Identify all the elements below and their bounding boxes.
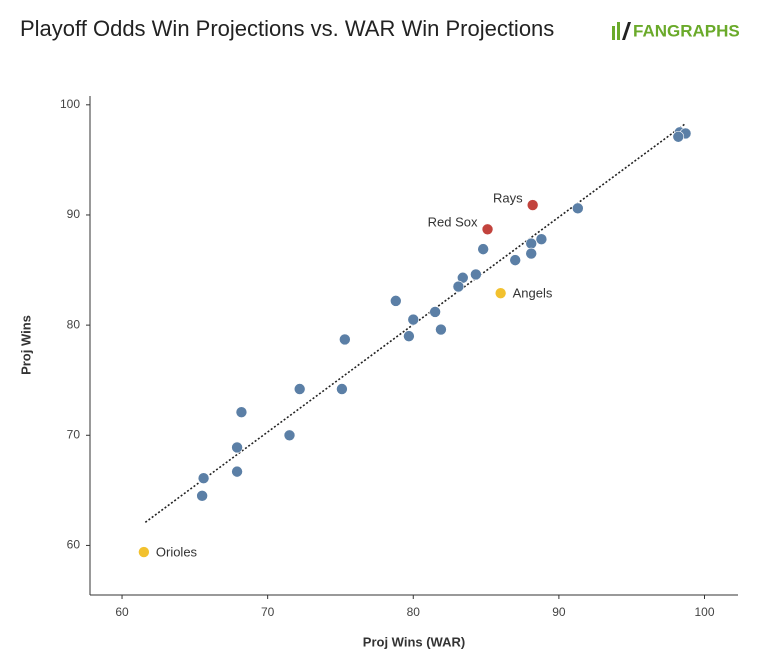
point <box>339 333 351 346</box>
point <box>293 383 306 395</box>
point <box>196 490 208 502</box>
chart-title: Playoff Odds Win Projections vs. WAR Win… <box>20 16 554 41</box>
point <box>407 313 420 326</box>
point <box>197 472 210 485</box>
x-tick-label: 60 <box>115 605 129 619</box>
point <box>672 130 685 143</box>
y-tick-label: 80 <box>67 317 81 331</box>
logo: FANGRAPHS <box>633 21 740 40</box>
point <box>572 202 584 215</box>
point <box>509 254 522 266</box>
x-axis-title: Proj Wins (WAR) <box>363 634 465 649</box>
point <box>481 223 494 236</box>
point <box>525 237 538 250</box>
point-label: Red Sox <box>428 215 478 230</box>
y-axis-title: Proj Wins <box>18 315 33 375</box>
point <box>429 306 441 318</box>
x-tick-label: 90 <box>552 605 566 619</box>
y-tick-label: 60 <box>67 538 81 552</box>
point <box>403 330 415 342</box>
point <box>283 429 296 442</box>
point <box>336 383 348 395</box>
x-tick-label: 80 <box>407 605 421 619</box>
point <box>235 406 248 418</box>
point <box>470 268 482 281</box>
point-label: Rays <box>493 190 523 205</box>
point <box>435 323 447 336</box>
point <box>535 233 548 246</box>
point <box>494 287 507 299</box>
x-tick-label: 70 <box>261 605 275 619</box>
point-label: Orioles <box>156 544 198 559</box>
point <box>231 441 243 454</box>
point <box>138 546 150 558</box>
point <box>231 465 243 478</box>
y-tick-label: 90 <box>67 207 81 221</box>
y-tick-label: 100 <box>60 97 80 111</box>
point <box>525 247 538 260</box>
x-tick-label: 100 <box>694 605 714 619</box>
point <box>389 295 402 307</box>
y-tick-label: 70 <box>67 427 81 441</box>
point-label: Angels <box>513 286 553 301</box>
point <box>477 243 489 255</box>
logo-mark <box>612 22 631 40</box>
point <box>452 280 465 293</box>
point <box>526 199 539 211</box>
